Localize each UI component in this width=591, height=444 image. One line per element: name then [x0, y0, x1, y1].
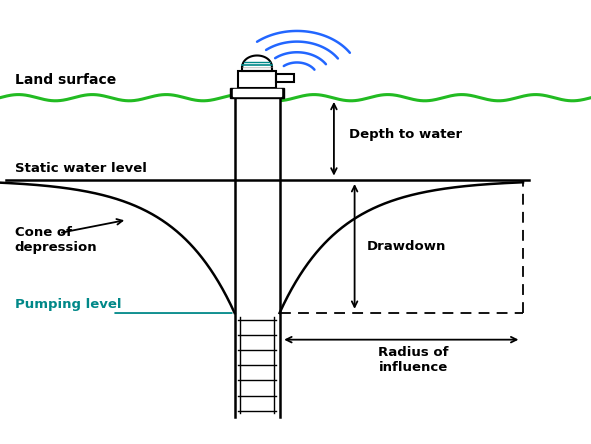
- Text: Depth to water: Depth to water: [349, 128, 462, 141]
- Text: Static water level: Static water level: [15, 163, 147, 175]
- Bar: [277, 74, 294, 82]
- Bar: [230, 88, 284, 98]
- Text: Radius of
influence: Radius of influence: [378, 346, 449, 374]
- Bar: [233, 89, 281, 96]
- Text: Pumping level: Pumping level: [15, 298, 121, 311]
- Bar: [238, 71, 276, 88]
- Bar: [242, 67, 272, 71]
- Text: Cone of
depression: Cone of depression: [15, 226, 98, 254]
- Text: Drawdown: Drawdown: [366, 240, 446, 253]
- Text: Land surface: Land surface: [15, 72, 116, 87]
